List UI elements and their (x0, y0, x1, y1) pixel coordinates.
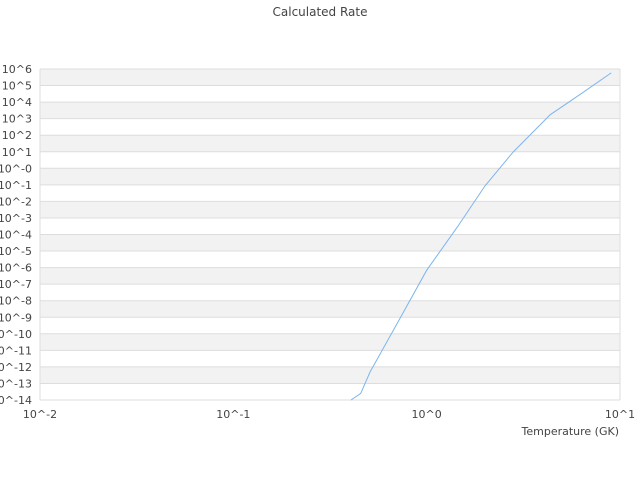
plot-band (40, 151, 620, 169)
y-axis-ticks: 10^6 10^5 10^4 10^3 10^2 10^1 10^-0 10^-1 10^-2 1… (0, 63, 32, 407)
y-tick-label: 10^-1 (0, 179, 32, 192)
y-tick-label: 10^-2 (0, 195, 32, 208)
x-tick-label: 10^-1 (216, 408, 250, 421)
y-tick-label: 10^2 (2, 129, 32, 142)
y-tick-label: 10^-10 (0, 328, 32, 341)
gridlines (39, 68, 621, 401)
plot-band (40, 234, 620, 252)
y-tick-label: 10^3 (2, 113, 32, 126)
y-tick-label: 10^4 (2, 96, 32, 109)
plot-band (40, 366, 620, 384)
plot-band (40, 317, 620, 334)
plot-band (40, 184, 620, 202)
y-tick-label: 10^-9 (0, 311, 32, 324)
plot-band (40, 350, 620, 367)
plot-band (40, 168, 620, 185)
plot-band (40, 383, 620, 400)
y-tick-label: 10^-5 (0, 245, 32, 258)
y-tick-label: 10^6 (2, 63, 32, 76)
y-tick-label: 10^-12 (0, 361, 32, 374)
plot-band (40, 69, 620, 86)
plot-band (40, 333, 620, 351)
y-tick-label: 10^-3 (0, 212, 32, 225)
plot-band (40, 118, 620, 136)
y-tick-label: 10^-6 (0, 262, 32, 275)
y-tick-label: 10^-0 (0, 162, 32, 175)
plot-bands (40, 69, 620, 400)
plot-band (40, 102, 620, 119)
x-tick-label: 10^-2 (23, 408, 57, 421)
chart-title: Calculated Rate (273, 5, 368, 19)
plot-band (40, 217, 620, 235)
y-tick-label: 10^-11 (0, 344, 32, 357)
y-tick-label: 10^5 (2, 80, 32, 93)
plot-band (40, 251, 620, 268)
y-tick-label: 10^1 (2, 146, 32, 159)
x-tick-label: 10^1 (605, 408, 635, 421)
series (350, 72, 612, 401)
plot-band (40, 267, 620, 285)
series-line (350, 72, 612, 401)
y-tick-label: 10^-8 (0, 295, 32, 308)
y-tick-label: 10^-4 (0, 229, 32, 242)
plot-band (40, 135, 620, 152)
x-axis-ticks: 10^-2 10^-1 10^0 10^1 (23, 408, 635, 421)
plot-band (40, 300, 620, 318)
x-axis-label: Temperature (GK) (521, 425, 620, 438)
y-tick-label: 10^-7 (0, 278, 32, 291)
y-tick-label: 10^-13 (0, 377, 32, 390)
plot-band (40, 284, 620, 301)
y-tick-label: 10^-14 (0, 394, 32, 407)
plot-band (40, 201, 620, 218)
plot-band (40, 85, 620, 103)
x-tick-label: 10^0 (412, 408, 442, 421)
